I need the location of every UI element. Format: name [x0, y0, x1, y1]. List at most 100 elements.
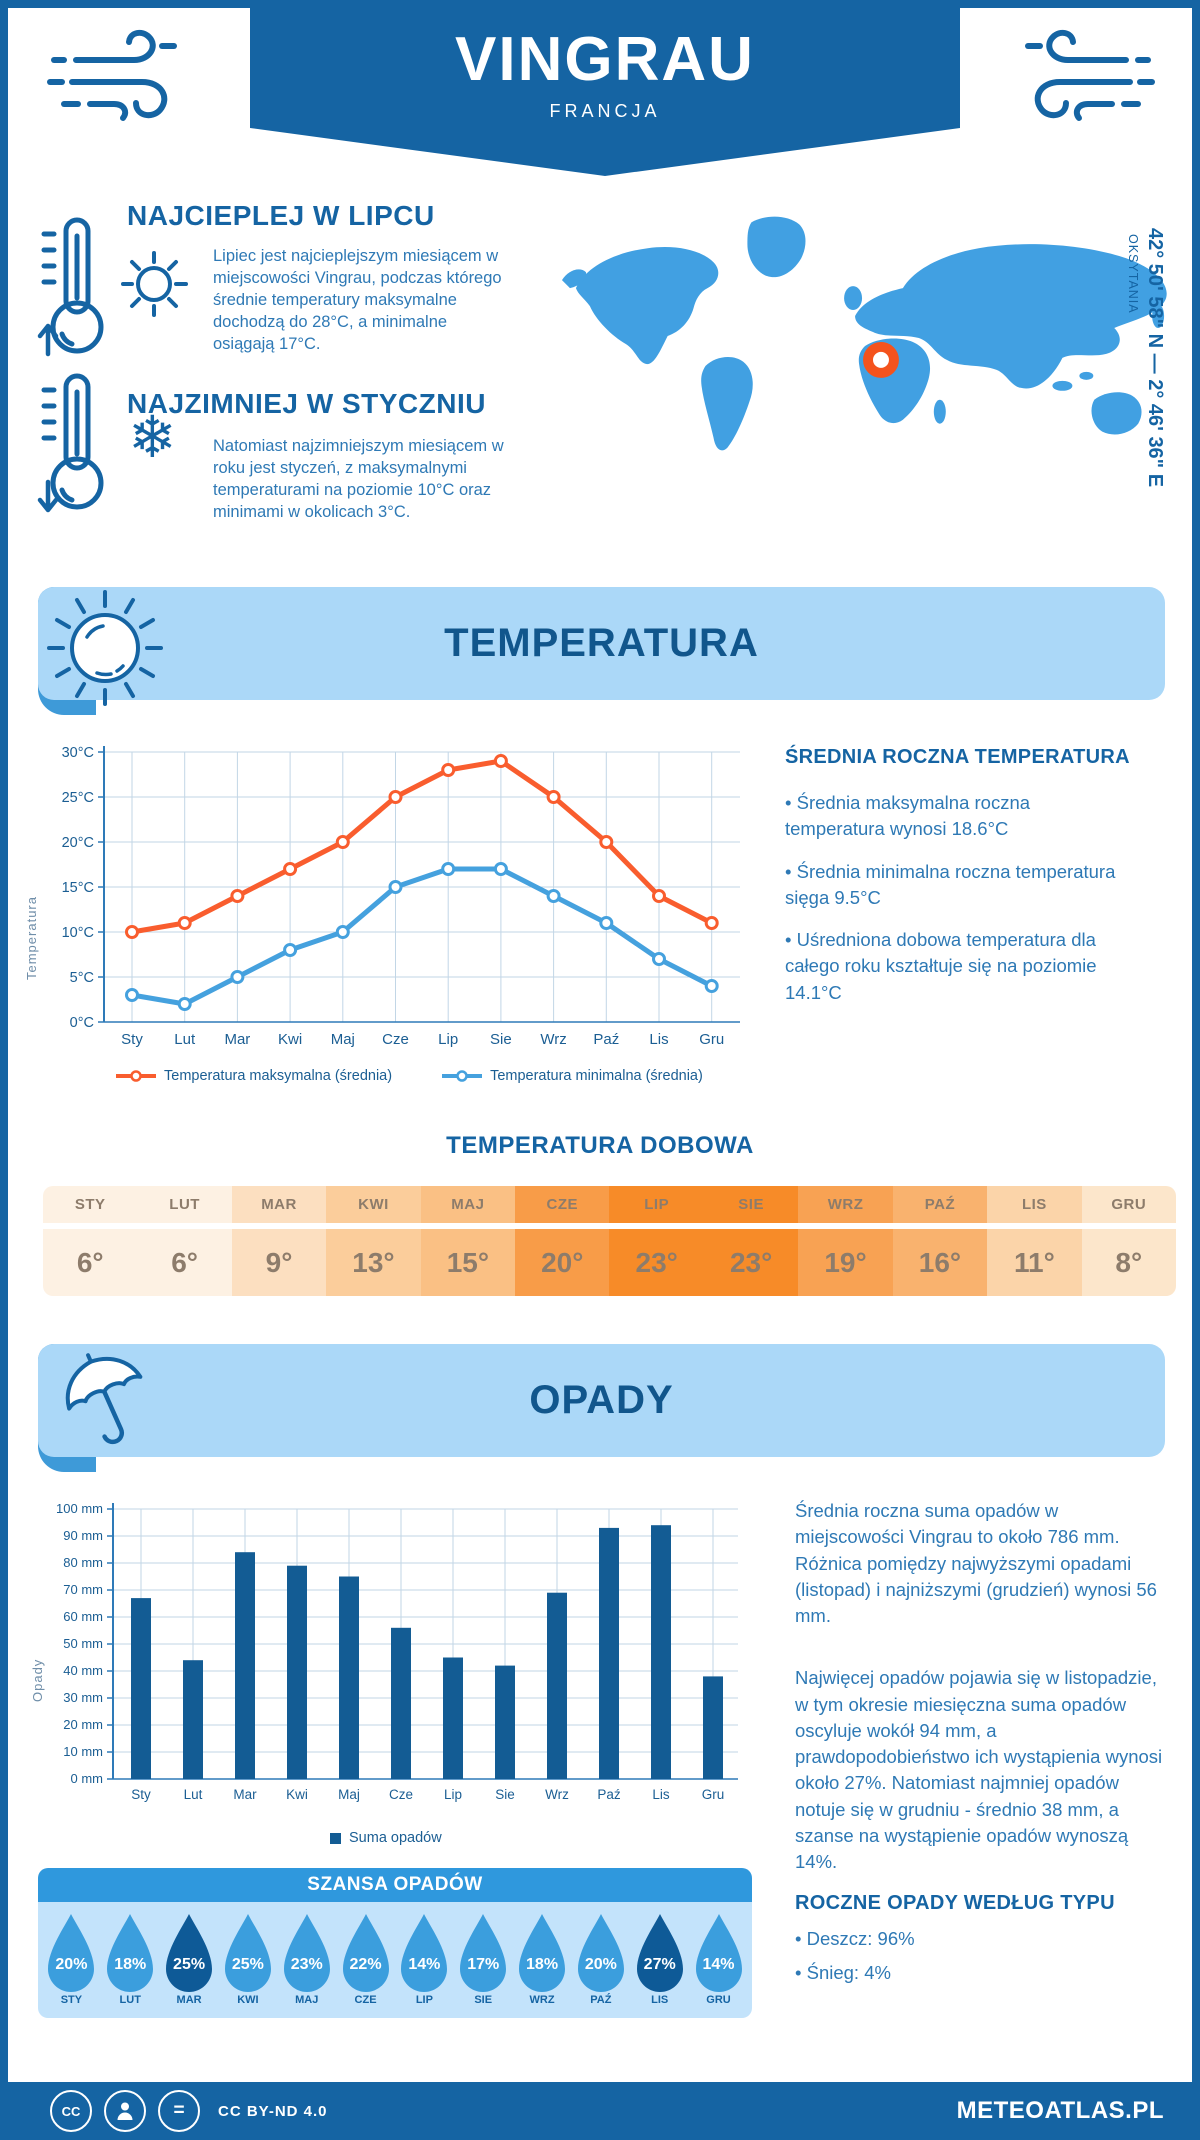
table-month-header: PAŹ [892, 1186, 988, 1223]
data-point [335, 925, 350, 939]
map-south-america [701, 356, 753, 451]
legend-min-marker [442, 1070, 483, 1082]
header-banner-chevron [250, 128, 960, 176]
chance-droplet-item: 25% KWI [222, 1912, 274, 2018]
chance-month: WRZ [529, 1994, 555, 2006]
legend-item-min: Temperatura minimalna (średnia) [442, 1068, 703, 1084]
droplet-icon [224, 1914, 271, 1992]
precipitation-paragraph: Najwięcej opadów pojawia się w listopadz… [795, 1667, 1163, 1873]
droplet-icon [695, 1914, 742, 1992]
precip-bar [703, 1676, 723, 1779]
x-month-label: Wrz [540, 1031, 566, 1048]
x-month-label: Lut [174, 1031, 196, 1048]
y-tick-label: 25°C [62, 790, 94, 806]
data-point [177, 916, 192, 930]
min-temp-line [131, 866, 713, 1007]
y-tick-label: 70 mm [63, 1582, 103, 1597]
chance-percent: 18% [114, 1956, 147, 1973]
precipitation-section-title: OPADY [529, 1378, 674, 1422]
chance-percent: 22% [349, 1956, 382, 1973]
border-left [0, 0, 8, 2140]
y-tick-label: 80 mm [63, 1555, 103, 1570]
y-tick-label: 30°C [62, 745, 94, 761]
table-month-header: LIP [609, 1186, 704, 1223]
y-tick-label: 60 mm [63, 1609, 103, 1624]
precipitation-paragraphs: Średnia roczna suma opadów w miejscowośc… [795, 1498, 1169, 1875]
table-temperature-value: 23° [703, 1229, 799, 1296]
table-temperature-value: 15° [420, 1229, 516, 1296]
data-point [704, 979, 719, 993]
sun-icon [121, 251, 188, 317]
world-map [561, 216, 1167, 451]
map-australia [1091, 392, 1142, 435]
chance-month: LUT [119, 1994, 141, 2006]
precipitation-chart-legend: Suma opadów [330, 1830, 442, 1846]
daily-temperature-table: STY LUT MAR KWI MAJ CZE LIP SIE WRZ PAŹ LIS GRU 6° 6°… [43, 1186, 1176, 1296]
chance-percent: 20% [584, 1956, 617, 1973]
type-bullet-rain: • Deszcz: 96% [795, 1928, 915, 1949]
chance-droplet-item: 20% PAŹ [575, 1912, 627, 2018]
precip-bar [183, 1660, 203, 1779]
x-month-label: Lis [649, 1031, 668, 1048]
y-tick-label: 50 mm [63, 1636, 103, 1651]
wind-icon [47, 29, 177, 121]
snowflake-icon: ❄ [128, 403, 177, 471]
annual-temperature-bullets: • Średnia maksymalna roczna temperatura … [785, 790, 1130, 1006]
y-tick-label: 20°C [62, 835, 94, 851]
chance-droplet-item: 22% CZE [340, 1912, 392, 2018]
droplet-icon [342, 1914, 389, 1992]
precipitation-paragraph: Średnia roczna suma opadów w miejscowośc… [795, 1500, 1157, 1627]
x-month-label: Kwi [278, 1031, 302, 1048]
precipitation-banner: OPADY [38, 1344, 1165, 1457]
table-temperature-value: 16° [892, 1229, 988, 1296]
x-month-label: Mar [233, 1787, 257, 1802]
map-alaska-tip [561, 269, 587, 289]
table-temperature-value: 9° [231, 1229, 327, 1296]
border-right [1192, 0, 1200, 2140]
chance-droplet-item: 18% WRZ [516, 1912, 568, 2018]
wind-icon [1025, 29, 1155, 121]
x-month-label: Kwi [286, 1787, 308, 1802]
legend-max-marker [116, 1070, 156, 1082]
warm-section-text: Lipiec jest najcieplejszym miesiącem w m… [213, 247, 502, 353]
data-point [230, 970, 245, 984]
x-month-label: Sty [131, 1787, 151, 1802]
data-point [230, 889, 245, 903]
droplet-icon [636, 1914, 683, 1992]
y-tick-label: 90 mm [63, 1528, 103, 1543]
precip-bar [391, 1627, 411, 1779]
table-temperature-value: 20° [515, 1229, 610, 1296]
precipitation-y-axis-label: Opady [30, 1658, 45, 1702]
country-label: FRANCJA [549, 101, 661, 121]
page-title: VINGRAU [455, 25, 755, 94]
table-temperature-value: 23° [609, 1229, 704, 1296]
precip-bar [235, 1552, 255, 1779]
chance-month: SIE [474, 1994, 493, 2006]
data-point [441, 763, 456, 777]
chance-month: LIP [415, 1994, 433, 2006]
data-point [546, 790, 561, 804]
x-month-label: Lis [652, 1787, 670, 1802]
map-japan [1152, 304, 1165, 328]
map-eurasia [855, 244, 1167, 389]
x-month-label: Sie [490, 1031, 512, 1048]
footer-license: CC BY-ND 4.0 [218, 2102, 328, 2120]
data-point [493, 862, 508, 876]
precip-bar [651, 1525, 671, 1779]
y-tick-label: 0 mm [71, 1771, 104, 1786]
x-month-label: Gru [699, 1031, 724, 1048]
droplet-icon [519, 1914, 566, 1992]
x-month-label: Wrz [545, 1787, 569, 1802]
map-british-isles [844, 286, 863, 311]
temperature-y-axis-label: Temperatura [24, 896, 39, 980]
x-month-label: Maj [338, 1787, 360, 1802]
precip-bar [443, 1657, 463, 1779]
table-temperature-value: 13° [326, 1229, 421, 1296]
x-month-label: Maj [331, 1031, 355, 1048]
annual-temperature-heading: ŚREDNIA ROCZNA TEMPERATURA [785, 746, 1130, 768]
y-tick-label: 30 mm [63, 1690, 103, 1705]
x-month-label: Cze [389, 1787, 413, 1802]
chance-droplet-item: 14% GRU [693, 1912, 745, 2018]
legend-sum-label: Suma opadów [349, 1830, 442, 1846]
